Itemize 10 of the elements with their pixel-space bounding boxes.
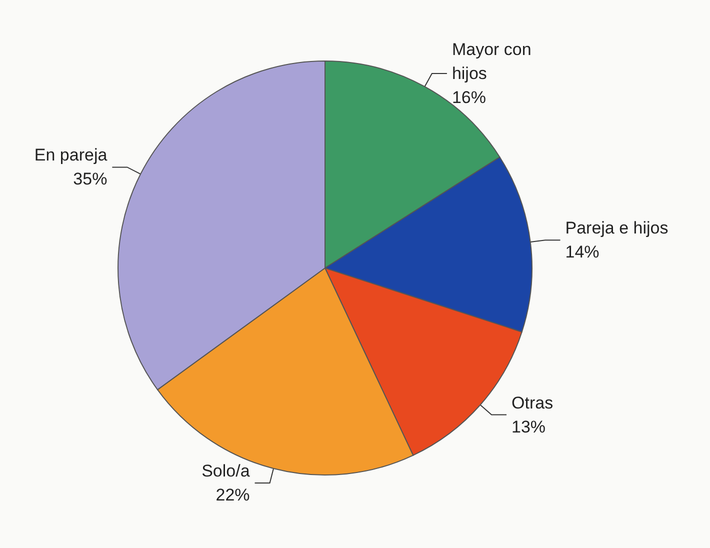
data-label: 14% xyxy=(565,242,600,262)
data-label: 35% xyxy=(73,170,108,189)
data-label: 16% xyxy=(452,88,486,107)
data-label: 22% xyxy=(216,486,250,505)
slice-label: Pareja e hijos xyxy=(565,218,668,238)
slice-label: Otras xyxy=(512,393,554,412)
slice-label: Mayor con hijos xyxy=(452,40,536,83)
slice-label: En pareja xyxy=(34,146,108,165)
slice-label: Solo/a xyxy=(202,462,250,481)
data-label: 13% xyxy=(512,417,546,436)
